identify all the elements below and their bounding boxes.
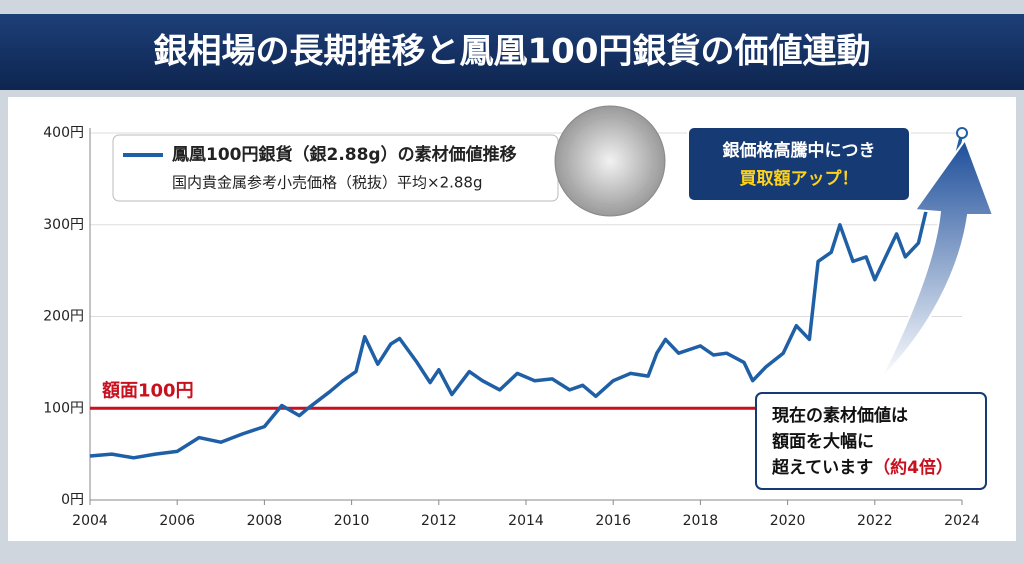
x-tick-label: 2008 xyxy=(247,513,283,529)
coin-image xyxy=(554,105,666,217)
x-tick-label: 2012 xyxy=(421,513,457,529)
y-tick-label: 100円 xyxy=(43,400,84,416)
note-text: 額面を大幅に xyxy=(771,431,874,452)
x-tick-label: 2014 xyxy=(508,513,544,529)
reference-label: 額面100円 xyxy=(101,379,194,401)
note-box xyxy=(755,392,987,490)
y-tick-label: 0円 xyxy=(61,492,84,508)
y-tick-label: 300円 xyxy=(43,217,84,233)
header-band xyxy=(0,14,1024,90)
x-tick-label: 2022 xyxy=(857,513,893,529)
legend-label: 鳳凰100円銀貨（銀2.88g）の素材価値推移 xyxy=(172,144,517,165)
callout-box xyxy=(687,126,911,202)
x-tick-label: 2016 xyxy=(595,513,631,529)
end-point xyxy=(956,127,968,139)
x-tick-label: 2004 xyxy=(72,513,108,529)
rising-arrow xyxy=(879,137,995,381)
x-tick-label: 2006 xyxy=(159,513,195,529)
y-tick-label: 400円 xyxy=(43,125,84,141)
legend-subtitle: 国内貴金属参考小売価格（税抜）平均×2.88g xyxy=(172,174,483,192)
chart-title: 銀相場の長期推移と鳳凰100円銀貨の価値連動 xyxy=(154,32,871,72)
y-tick-label: 200円 xyxy=(43,309,84,325)
callout-text: 銀価格高騰中につき xyxy=(723,140,876,161)
x-tick-label: 2020 xyxy=(770,513,806,529)
coin-rim xyxy=(565,116,655,206)
x-tick-label: 2018 xyxy=(683,513,719,529)
data-line xyxy=(89,132,964,460)
note-text: 超えています（約4倍） xyxy=(772,457,953,478)
x-tick-label: 2024 xyxy=(944,513,980,529)
callout-highlight: 買取額アップ！ xyxy=(740,168,859,189)
note-text: 現在の素材価値は xyxy=(772,405,908,426)
x-tick-label: 2010 xyxy=(334,513,370,529)
note-text: 超えています xyxy=(772,457,873,478)
note-highlight: （約4倍） xyxy=(873,457,953,478)
